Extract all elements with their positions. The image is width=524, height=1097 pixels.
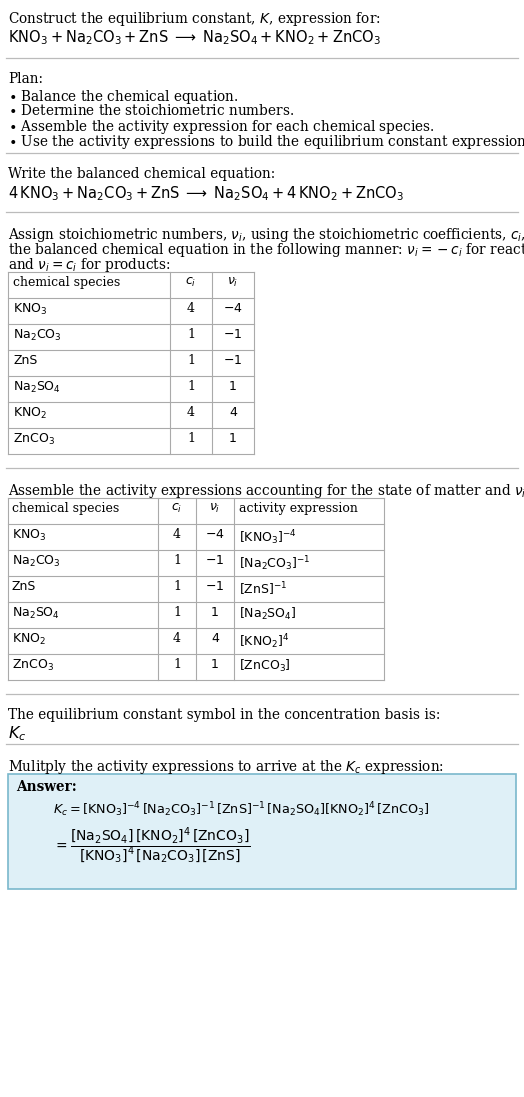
Text: Construct the equilibrium constant, $K$, expression for:: Construct the equilibrium constant, $K$,…: [8, 10, 381, 29]
Text: Mulitply the activity expressions to arrive at the $K_c$ expression:: Mulitply the activity expressions to arr…: [8, 758, 444, 776]
Text: $= \dfrac{[\mathrm{Na_2SO_4}]\,[\mathrm{KNO_2}]^4\,[\mathrm{ZnCO_3}]}{[\mathrm{K: $= \dfrac{[\mathrm{Na_2SO_4}]\,[\mathrm{…: [53, 826, 250, 867]
Text: $\mathrm{Na_2SO_4}$: $\mathrm{Na_2SO_4}$: [12, 606, 60, 621]
Text: $\nu_i$: $\nu_i$: [209, 502, 221, 516]
Text: $[\mathrm{Na_2CO_3}]^{-1}$: $[\mathrm{Na_2CO_3}]^{-1}$: [239, 554, 311, 573]
Text: and $\nu_i = c_i$ for products:: and $\nu_i = c_i$ for products:: [8, 256, 170, 274]
Text: ZnS: ZnS: [12, 580, 36, 593]
Text: 1: 1: [229, 432, 237, 445]
Text: $\mathrm{KNO_3}$: $\mathrm{KNO_3}$: [12, 528, 47, 543]
Text: $\bullet$ Assemble the activity expression for each chemical species.: $\bullet$ Assemble the activity expressi…: [8, 118, 434, 136]
Text: 1: 1: [173, 606, 181, 619]
Text: Plan:: Plan:: [8, 72, 43, 86]
Text: $\bullet$ Use the activity expressions to build the equilibrium constant express: $\bullet$ Use the activity expressions t…: [8, 133, 524, 151]
Text: 1: 1: [229, 380, 237, 393]
Text: $\mathrm{KNO_2}$: $\mathrm{KNO_2}$: [13, 406, 47, 421]
Text: $\bullet$ Determine the stoichiometric numbers.: $\bullet$ Determine the stoichiometric n…: [8, 103, 294, 118]
Text: $[\mathrm{ZnS}]^{-1}$: $[\mathrm{ZnS}]^{-1}$: [239, 580, 287, 598]
Text: $K_c = [\mathrm{KNO_3}]^{-4}\,[\mathrm{Na_2CO_3}]^{-1}\,[\mathrm{ZnS}]^{-1}\,[\m: $K_c = [\mathrm{KNO_3}]^{-4}\,[\mathrm{N…: [53, 800, 430, 818]
Text: $\mathrm{KNO_2}$: $\mathrm{KNO_2}$: [12, 632, 46, 647]
Text: $\mathrm{Na_2SO_4}$: $\mathrm{Na_2SO_4}$: [13, 380, 61, 395]
Text: $\mathrm{KNO_3}$: $\mathrm{KNO_3}$: [13, 302, 47, 317]
Text: $[\mathrm{Na_2SO_4}]$: $[\mathrm{Na_2SO_4}]$: [239, 606, 297, 622]
Text: $\mathrm{Na_2CO_3}$: $\mathrm{Na_2CO_3}$: [12, 554, 61, 569]
Text: 4: 4: [229, 406, 237, 419]
Text: $\mathrm{ZnCO_3}$: $\mathrm{ZnCO_3}$: [13, 432, 55, 448]
Text: 4: 4: [187, 302, 195, 315]
Text: $[\mathrm{KNO_3}]^{-4}$: $[\mathrm{KNO_3}]^{-4}$: [239, 528, 297, 546]
Text: $-4$: $-4$: [223, 302, 243, 315]
Text: 1: 1: [211, 606, 219, 619]
Text: activity expression: activity expression: [239, 502, 358, 514]
Text: Write the balanced chemical equation:: Write the balanced chemical equation:: [8, 167, 275, 181]
Text: Answer:: Answer:: [16, 780, 77, 794]
FancyBboxPatch shape: [8, 774, 516, 889]
Text: 1: 1: [173, 658, 181, 671]
Text: 1: 1: [173, 554, 181, 567]
Text: 1: 1: [211, 658, 219, 671]
Text: Assemble the activity expressions accounting for the state of matter and $\nu_i$: Assemble the activity expressions accoun…: [8, 482, 524, 500]
Text: $c_i$: $c_i$: [185, 276, 196, 290]
Text: chemical species: chemical species: [13, 276, 120, 289]
Text: $\mathrm{KNO_3 + Na_2CO_3 + ZnS}$$\;\longrightarrow\;\mathrm{Na_2SO_4 + KNO_2 + : $\mathrm{KNO_3 + Na_2CO_3 + ZnS}$$\;\lon…: [8, 29, 381, 47]
Text: $-1$: $-1$: [223, 328, 243, 341]
Text: The equilibrium constant symbol in the concentration basis is:: The equilibrium constant symbol in the c…: [8, 708, 440, 722]
Text: chemical species: chemical species: [12, 502, 119, 514]
Text: $-1$: $-1$: [223, 354, 243, 367]
Text: $\bullet$ Balance the chemical equation.: $\bullet$ Balance the chemical equation.: [8, 88, 238, 106]
Text: 4: 4: [173, 632, 181, 645]
Text: $[\mathrm{KNO_2}]^4$: $[\mathrm{KNO_2}]^4$: [239, 632, 289, 651]
Text: $-1$: $-1$: [205, 580, 225, 593]
Text: $[\mathrm{ZnCO_3}]$: $[\mathrm{ZnCO_3}]$: [239, 658, 291, 674]
Text: $-4$: $-4$: [205, 528, 225, 541]
Text: $\mathrm{4\,KNO_3 + Na_2CO_3 + ZnS}$$\;\longrightarrow\;\mathrm{Na_2SO_4 + 4\,KN: $\mathrm{4\,KNO_3 + Na_2CO_3 + ZnS}$$\;\…: [8, 184, 404, 203]
Text: 4: 4: [211, 632, 219, 645]
Text: $c_i$: $c_i$: [171, 502, 183, 516]
Text: 4: 4: [173, 528, 181, 541]
Text: 4: 4: [187, 406, 195, 419]
Text: the balanced chemical equation in the following manner: $\nu_i = -c_i$ for react: the balanced chemical equation in the fo…: [8, 241, 524, 259]
Text: ZnS: ZnS: [13, 354, 37, 367]
Text: 1: 1: [187, 380, 195, 393]
Text: $-1$: $-1$: [205, 554, 225, 567]
Text: $\mathrm{Na_2CO_3}$: $\mathrm{Na_2CO_3}$: [13, 328, 62, 343]
Text: $K_c$: $K_c$: [8, 724, 26, 743]
Text: 1: 1: [187, 328, 195, 341]
Text: 1: 1: [187, 432, 195, 445]
Text: 1: 1: [173, 580, 181, 593]
Text: Assign stoichiometric numbers, $\nu_i$, using the stoichiometric coefficients, $: Assign stoichiometric numbers, $\nu_i$, …: [8, 226, 524, 244]
Text: $\mathrm{ZnCO_3}$: $\mathrm{ZnCO_3}$: [12, 658, 54, 674]
Text: 1: 1: [187, 354, 195, 367]
Text: $\nu_i$: $\nu_i$: [227, 276, 239, 290]
